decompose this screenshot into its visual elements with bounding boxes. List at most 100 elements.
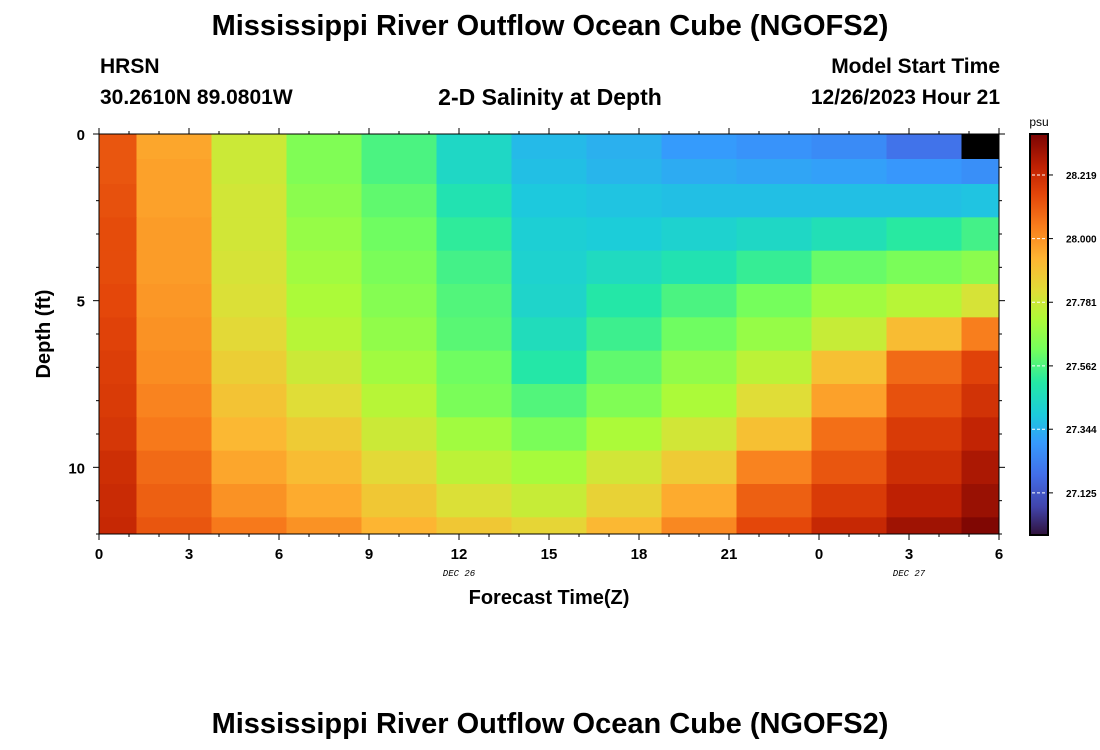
x-tick-label: 0 — [815, 546, 823, 563]
heatmap-cell — [99, 134, 137, 160]
heatmap-cell — [811, 450, 887, 485]
colorbar-tick-label: 27.562 — [1066, 362, 1097, 373]
heatmap-cell — [436, 317, 512, 352]
x-tick-label: 21 — [721, 546, 738, 563]
heatmap-cell — [586, 317, 662, 352]
heatmap-cell — [286, 250, 362, 285]
x-tick-label: 12 — [451, 546, 468, 563]
heatmap-cell — [211, 184, 287, 218]
x-tick-label: 3 — [185, 546, 193, 563]
heatmap-cell — [661, 384, 737, 418]
station-coords: 30.2610N 89.0801W — [100, 86, 293, 109]
heatmap-cell — [886, 517, 962, 535]
page-title-repeat: Mississippi River Outflow Ocean Cube (NG… — [211, 708, 889, 740]
heatmap-cell — [211, 450, 287, 485]
heatmap-cell — [811, 284, 887, 318]
heatmap-cell — [286, 517, 362, 535]
heatmap-cell — [661, 484, 737, 518]
heatmap-cell — [99, 450, 137, 485]
heatmap-cell — [361, 250, 437, 285]
x-tick-label: 6 — [995, 546, 1003, 563]
heatmap-cell — [136, 184, 212, 218]
colorbar-tick-label: 27.344 — [1066, 425, 1097, 436]
heatmap-cell — [811, 134, 887, 160]
colorbar: 27.125 27.344 27.562 27.781 28.000 28.219 — [1029, 133, 1097, 536]
heatmap-cell — [811, 184, 887, 218]
heatmap-cell — [211, 250, 287, 285]
heatmap-cell — [286, 184, 362, 218]
heatmap-cell — [961, 159, 1000, 185]
heatmap-cell — [736, 417, 812, 452]
heatmap-cell — [99, 184, 137, 218]
heatmap-cell — [811, 517, 887, 535]
heatmap-cell — [811, 384, 887, 418]
colorbar-gradient — [1029, 133, 1049, 536]
heatmap-cell — [511, 184, 587, 218]
heatmap-cell — [136, 284, 212, 318]
heatmap-cell — [811, 159, 887, 185]
heatmap-cell — [361, 184, 437, 218]
heatmap-cell — [661, 159, 737, 185]
heatmap-cell — [511, 317, 587, 352]
heatmap-cell — [736, 450, 812, 485]
heatmap-cell — [136, 517, 212, 535]
heatmap-cell — [511, 250, 587, 285]
heatmap-cell — [961, 384, 1000, 418]
x-tick-label: 0 — [95, 546, 103, 563]
model-start-label: Model Start Time — [831, 55, 1000, 78]
heatmap-cell — [286, 217, 362, 252]
heatmap-cell — [136, 134, 212, 160]
heatmap-cell — [511, 159, 587, 185]
heatmap-cell — [361, 417, 437, 452]
heatmap-cell — [511, 417, 587, 452]
heatmap-cell — [99, 417, 137, 452]
model-start-value: 12/26/2023 Hour 21 — [810, 86, 1000, 109]
heatmap-cell — [361, 350, 437, 385]
heatmap-cell — [211, 159, 287, 185]
heatmap-cell — [961, 417, 1000, 452]
heatmap-cell — [211, 484, 287, 518]
heatmap-cell — [436, 517, 512, 535]
heatmap-cell — [286, 384, 362, 418]
heatmap-cell — [211, 417, 287, 452]
heatmap-cell — [511, 217, 587, 252]
heatmap-cell — [436, 417, 512, 452]
heatmap-cell — [511, 484, 587, 518]
heatmap-cell — [961, 184, 1000, 218]
heatmap-cell — [886, 159, 962, 185]
heatmap-cell — [811, 250, 887, 285]
station-name: HRSN — [100, 55, 160, 78]
heatmap-cell — [211, 384, 287, 418]
heatmap-cell — [886, 134, 962, 160]
heatmap-cell — [136, 384, 212, 418]
heatmap-cell — [661, 350, 737, 385]
heatmap-cell — [511, 384, 587, 418]
y-tick-label: 0 — [77, 127, 85, 144]
heatmap-cell — [511, 284, 587, 318]
heatmap-cell — [99, 217, 137, 252]
heatmap-cell — [361, 217, 437, 252]
heatmap-cell — [811, 417, 887, 452]
heatmap-cell — [736, 350, 812, 385]
heatmap-cell — [436, 159, 512, 185]
heatmap-cell — [211, 350, 287, 385]
heatmap-cell — [586, 484, 662, 518]
heatmap-cell — [436, 217, 512, 252]
heatmap-cell — [361, 484, 437, 518]
heatmap-cell — [811, 350, 887, 385]
heatmap-cell — [886, 317, 962, 352]
heatmap-cell — [286, 350, 362, 385]
heatmap-cell — [286, 284, 362, 318]
heatmap-cell — [586, 134, 662, 160]
heatmap-cell — [136, 317, 212, 352]
heatmap-cell — [586, 250, 662, 285]
heatmap-cell — [736, 484, 812, 518]
heatmap-cell — [586, 184, 662, 218]
heatmap-cell — [886, 217, 962, 252]
heatmap-cell — [961, 250, 1000, 285]
heatmap-cell — [286, 417, 362, 452]
heatmap-cell — [361, 159, 437, 185]
x-tick-label: 15 — [541, 546, 558, 563]
heatmap-cell — [136, 417, 212, 452]
y-tick-label: 5 — [77, 294, 85, 311]
